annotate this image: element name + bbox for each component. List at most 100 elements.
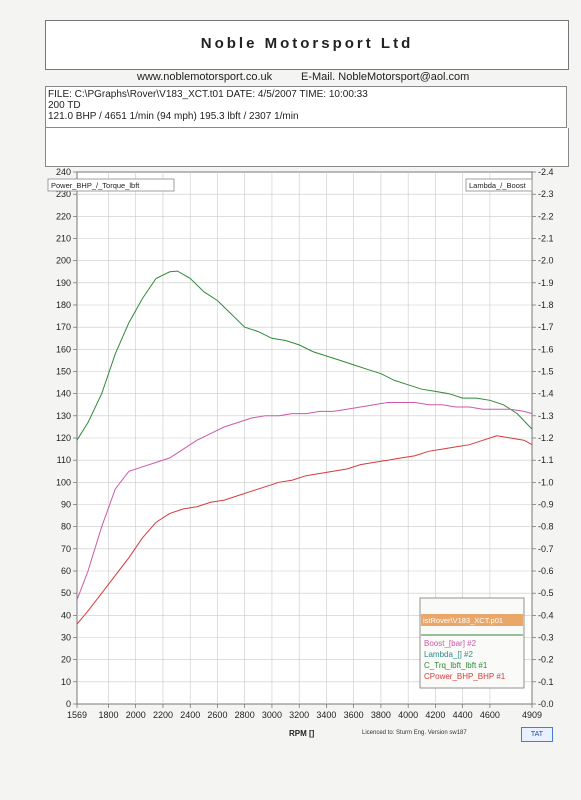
- x-tick-label: 4200: [425, 710, 445, 720]
- y-tick-label: 190: [56, 278, 71, 288]
- file-info-line: FILE: C:\PGraphs\Rover\V183_XCT.t01 DATE…: [48, 89, 368, 100]
- company-title: Noble Motorsport Ltd: [200, 35, 414, 52]
- licence-text: Licenced to: Sturm Eng. Version sw187: [362, 730, 467, 736]
- x-tick-label: 4400: [453, 710, 473, 720]
- x-tick-label: 4000: [398, 710, 418, 720]
- y-tick-label: 20: [61, 655, 71, 665]
- y2-tick-label: -0.3: [538, 633, 554, 643]
- y2-tick-label: -2.0: [538, 256, 554, 266]
- y2-tick-label: -1.1: [538, 455, 554, 465]
- y2-tick-label: -2.2: [538, 211, 554, 221]
- left-axis-label: Power_BHP_/_Torque_lbft: [51, 181, 140, 190]
- y-tick-label: 240: [56, 167, 71, 177]
- y-tick-label: 60: [61, 566, 71, 576]
- x-tick-label: 2600: [207, 710, 227, 720]
- y-tick-label: 210: [56, 234, 71, 244]
- y2-tick-label: -0.7: [538, 544, 554, 554]
- legend-box: [419, 597, 525, 689]
- right-axis-label-box: [465, 178, 533, 192]
- y2-tick-label: -0.2: [538, 655, 554, 665]
- y2-tick-label: -1.9: [538, 278, 554, 288]
- dyno-chart: 0 10 20 30 40 50 60 70 80 90 100 110 120 130 140 150 160…: [47, 167, 554, 738]
- y-tick-label: 0: [66, 699, 71, 709]
- y-tick-label: 80: [61, 522, 71, 532]
- x-tick-label: 3400: [316, 710, 336, 720]
- x-tick-label: 3800: [371, 710, 391, 720]
- header-box: Noble Motorsport Ltd: [45, 20, 569, 70]
- y-tick-label: 170: [56, 322, 71, 332]
- right-axis-ticks: -0.0 -0.1 -0.2 -0.3 -0.4 -0.5 -0.6 -0.7 -0.8 -0.9…: [532, 167, 554, 709]
- y-tick-label: 100: [56, 477, 71, 487]
- y2-tick-label: -1.5: [538, 367, 554, 377]
- x-tick-label: 1800: [98, 710, 118, 720]
- y-tick-label: 10: [61, 677, 71, 687]
- x-tick-label: 1569: [67, 710, 87, 720]
- right-axis-label: Lambda_/_Boost: [469, 181, 527, 190]
- chart-area: 0 10 20 30 40 50 60 70 80 90 100 110 120 130 140 150 160…: [0, 165, 581, 745]
- x-tick-label: 2800: [235, 710, 255, 720]
- website-text: www.noblemotorsport.co.uk: [137, 71, 273, 83]
- y-tick-label: 150: [56, 367, 71, 377]
- y2-tick-label: -1.6: [538, 344, 554, 354]
- y-tick-label: 140: [56, 389, 71, 399]
- y2-tick-label: -0.1: [538, 677, 554, 687]
- y-tick-label: 90: [61, 500, 71, 510]
- run-info-box: FILE: C:\PGraphs\Rover\V183_XCT.t01 DATE…: [45, 86, 567, 128]
- y-tick-label: 30: [61, 633, 71, 643]
- y2-tick-label: -0.8: [538, 522, 554, 532]
- series-line-2: [76, 435, 533, 625]
- y-tick-label: 120: [56, 433, 71, 443]
- email-text: E-Mail. NobleMotorsport@aol.com: [301, 71, 470, 83]
- y2-tick-label: -1.3: [538, 411, 554, 421]
- legend-entry: CPower_BHP_BHP #1: [424, 672, 506, 681]
- x-tick-label: 3600: [344, 710, 364, 720]
- y-tick-label: 220: [56, 211, 71, 221]
- legend-entry: Boost_[bar] #2: [424, 639, 477, 648]
- y2-tick-label: -0.9: [538, 500, 554, 510]
- y2-tick-label: -0.5: [538, 588, 554, 598]
- x-tick-label: 4909: [522, 710, 542, 720]
- x-tick-label: 3200: [289, 710, 309, 720]
- y2-tick-label: -2.3: [538, 189, 554, 199]
- legend-entry: C_Trq_lbft_lbft #1: [424, 661, 488, 670]
- y-tick-label: 200: [56, 256, 71, 266]
- y2-tick-label: -0.6: [538, 566, 554, 576]
- y2-tick-label: -1.0: [538, 477, 554, 487]
- y2-tick-label: -1.2: [538, 433, 554, 443]
- y2-tick-label: -1.8: [538, 300, 554, 310]
- y-tick-label: 230: [56, 189, 71, 199]
- y2-tick-label: -0.0: [538, 699, 554, 709]
- series-line-0: [76, 270, 533, 441]
- x-tick-label: 2400: [180, 710, 200, 720]
- y2-tick-label: -1.4: [538, 389, 554, 399]
- left-axis-label-box: [47, 178, 175, 192]
- contact-line: www.noblemotorsport.co.uk E-Mail. NobleM…: [45, 70, 567, 86]
- x-tick-label: 2200: [153, 710, 173, 720]
- y-tick-label: 130: [56, 411, 71, 421]
- y-tick-label: 160: [56, 344, 71, 354]
- series-line-1: [76, 402, 533, 600]
- y2-tick-label: -1.7: [538, 322, 554, 332]
- tat-button[interactable]: TAT: [521, 727, 553, 742]
- x-axis-label: RPM []: [289, 729, 315, 738]
- y2-tick-label: -2.4: [538, 167, 554, 177]
- y-tick-label: 40: [61, 610, 71, 620]
- legend-title-bg: [421, 614, 523, 626]
- x-tick-label: 3000: [262, 710, 282, 720]
- x-tick-label: 4600: [480, 710, 500, 720]
- legend-title: istRover\V183_XCT.p01: [423, 616, 503, 625]
- y2-tick-label: -0.4: [538, 610, 554, 620]
- notes-box: [45, 128, 569, 167]
- series-lines: [76, 270, 533, 625]
- y-tick-label: 110: [57, 455, 71, 465]
- legend: istRover\V183_XCT.p01 Boost_[bar] #2 Lamb…: [419, 597, 525, 689]
- x-tick-label: 2000: [126, 710, 146, 720]
- legend-entry: Lambda_[] #2: [424, 650, 473, 659]
- x-axis-ticks: 1569 1800 2000 2200 2400 2600 2800 3000 3200 3400…: [67, 704, 542, 720]
- peak-values-line: 121.0 BHP / 4651 1/min (94 mph) 195.3 lb…: [48, 111, 299, 122]
- y-tick-label: 70: [61, 544, 71, 554]
- y2-tick-label: -2.1: [538, 234, 554, 244]
- y-tick-label: 50: [61, 588, 71, 598]
- vehicle-line: 200 TD: [48, 100, 81, 111]
